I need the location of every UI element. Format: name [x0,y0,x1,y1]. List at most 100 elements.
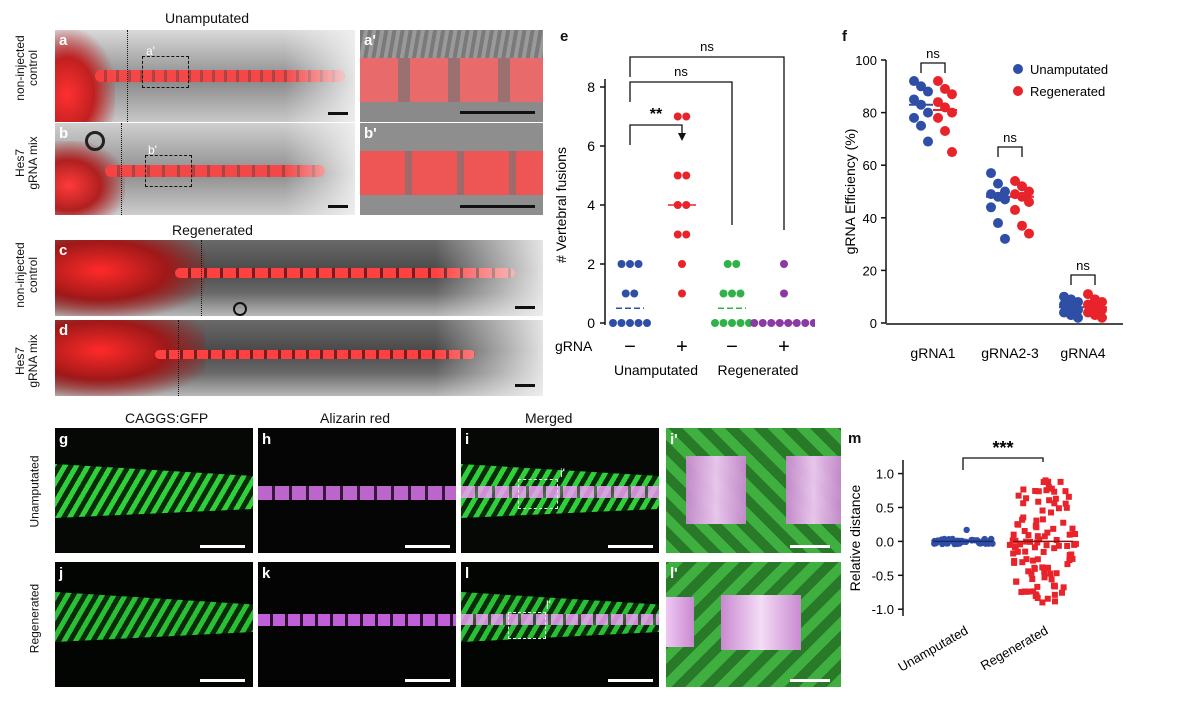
data-point [1023,495,1030,502]
x-tick-label: Regenerated [978,623,1051,674]
scale-bar-d [515,384,535,387]
data-point [678,260,686,268]
data-point [1043,542,1050,549]
inset-box-i [518,479,558,509]
data-point [947,147,957,158]
data-point [986,168,996,179]
data-point [801,319,810,327]
data-point [1058,589,1065,596]
panel-label-l: l [465,565,470,582]
data-point [1057,478,1064,485]
data-point [1024,228,1034,239]
data-point [736,319,745,327]
significance-bracket [629,56,785,230]
data-point [1053,536,1060,543]
inset-label-a: a' [146,44,155,58]
data-point [1072,531,1079,538]
image-panel-l-prime [666,562,841,687]
data-point [673,112,682,121]
data-point [728,289,736,298]
row-label-hes7-b: Hes7 gRNA mix [13,136,40,190]
data-point [1055,505,1062,512]
data-point [1064,561,1071,568]
amputation-line-a [127,30,128,122]
column-title-merged: Merged [525,410,573,426]
data-point [947,89,957,100]
data-point [916,120,926,131]
y-tick-label: 20 [863,263,877,278]
significance-bracket [962,457,1044,470]
significance-label: *** [992,438,1013,458]
amputation-line-d [178,320,179,396]
data-point [1050,582,1057,589]
data-point [1069,555,1076,562]
y-axis-label: # Vertebral fusions [553,147,569,263]
data-point [617,260,626,268]
row-label-regenerated-j: Regenerated [27,583,42,654]
data-point [719,319,728,327]
group-label: Unamputated [614,362,698,378]
data-point [780,260,788,268]
data-point [1000,186,1010,197]
data-point [1073,296,1083,307]
scale-bar-g [200,545,245,548]
data-point [1041,533,1048,540]
data-point [923,136,933,147]
y-tick-label: 60 [863,158,877,173]
data-point [1010,550,1017,557]
row-label-hes7-d: Hes7 gRNA mix [13,334,40,388]
panel-label-m: m [848,430,862,447]
data-point [1032,593,1039,600]
data-point [1013,578,1020,585]
data-point [723,260,732,268]
panel-label-k: k [262,565,271,582]
panel-label-b-prime: b' [364,125,377,142]
inset-box-l [508,612,546,639]
legend-marker [1013,64,1023,74]
data-point [1018,589,1025,596]
data-point [1021,527,1028,534]
data-point [630,289,639,298]
inset-box-b [145,155,192,187]
data-point [1047,570,1054,577]
row-label-control-c: non-injected control [13,242,40,308]
data-point [1048,509,1055,516]
data-point [1006,541,1013,548]
panel-label-i: i [465,431,470,448]
data-point [993,218,1003,229]
x-tick-label: gRNA1 [910,345,955,361]
panel-label-c: c [59,242,68,259]
data-point [1035,498,1042,505]
data-point [1046,497,1053,504]
data-point [1039,564,1046,571]
data-point [1034,533,1041,540]
data-point [1034,556,1041,563]
inset-label-i: i' [560,466,565,480]
significance-bracket [997,146,1023,157]
legend-label: Unamputated [1030,62,1108,77]
scale-bar-l-prime [790,679,830,682]
data-point [971,537,979,544]
y-axis-label: gRNA Efficiency (%) [842,129,858,255]
image-panel-d [55,320,543,396]
data-point [1014,548,1021,555]
data-point [909,76,919,87]
section-title-unamputated: Unamputated [165,10,250,26]
data-point [1041,574,1048,581]
data-point [1052,495,1059,502]
data-point [1015,521,1022,528]
data-point [1040,548,1047,555]
panel-label-i-prime: i' [670,431,678,448]
data-point [993,178,1003,189]
chart-m: -1.0 -0.5 0.0 0.5 1.0 Relative distance *** Una… [847,438,1079,675]
chart-e: 0 2 4 6 8 # Vertebral fusions gRNA − + − + Unamputa… [553,39,815,378]
grna-sign: − [726,336,738,358]
y-tick-label: 0 [870,316,877,331]
panel-label-b: b [59,125,69,142]
inset-label-l: l' [546,598,551,612]
panel-label-j: j [59,565,64,582]
data-point [780,289,788,298]
panel-label-f: f [842,28,847,45]
data-point [1028,570,1035,577]
data-point [1069,525,1076,532]
